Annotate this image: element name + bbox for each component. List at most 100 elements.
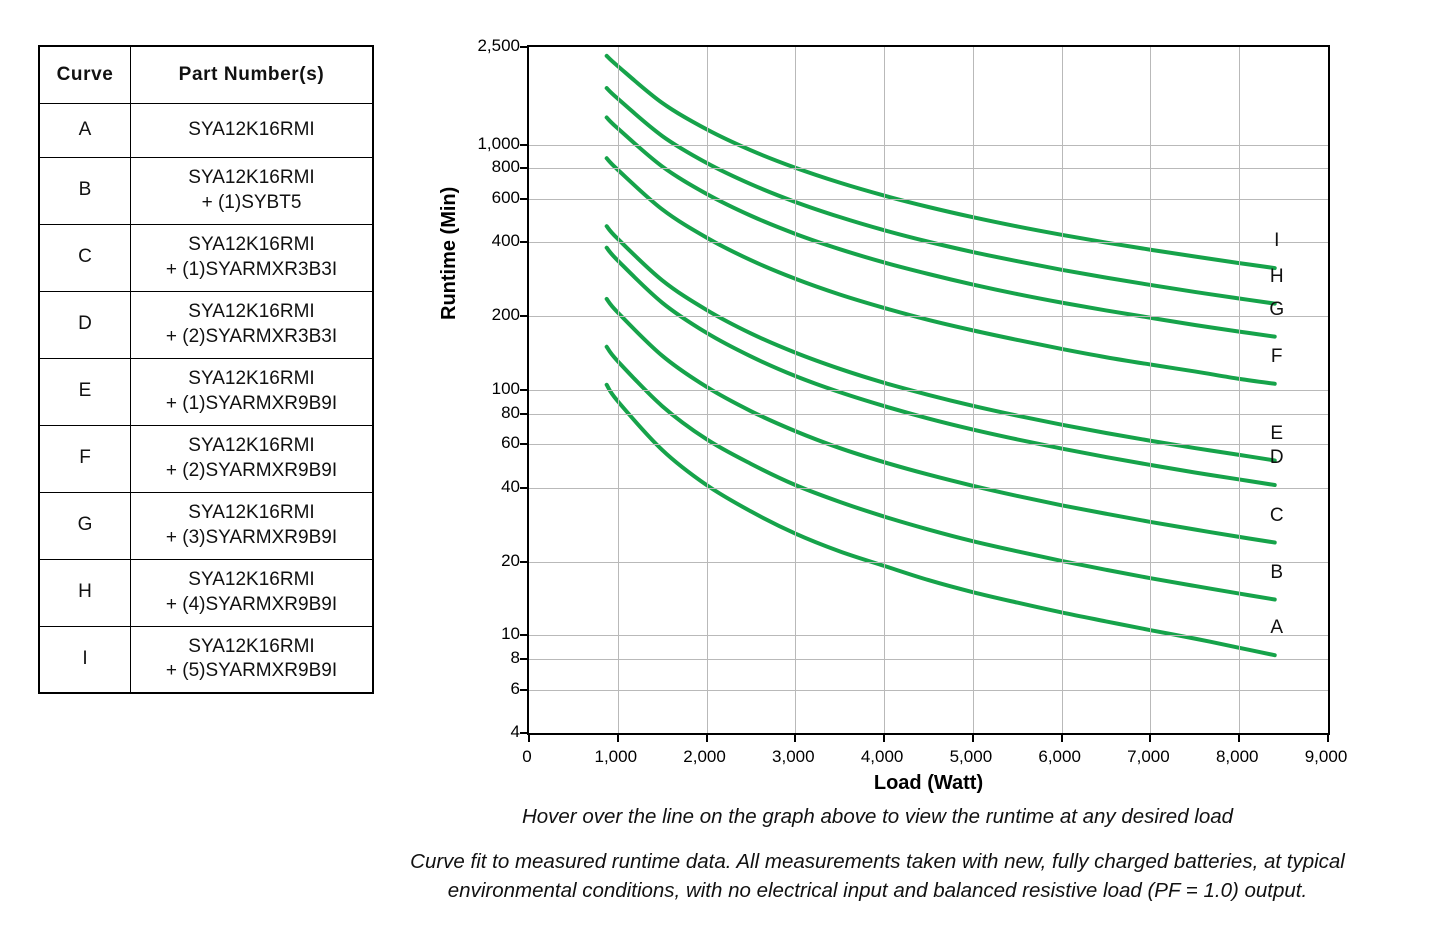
curve-lines-svg bbox=[604, 53, 1277, 658]
y-axis-tick bbox=[520, 560, 529, 563]
x-axis-tick-label: 3,000 bbox=[772, 747, 815, 766]
horizontal-gridline bbox=[529, 659, 1328, 661]
part-number-cell: SYA12K16RMI + (2)SYARMXR9B9I bbox=[130, 424, 374, 493]
curve-label-i: I bbox=[1274, 230, 1280, 252]
curve-label-f: F bbox=[1270, 345, 1283, 367]
runtime-curve-h[interactable] bbox=[604, 86, 1277, 306]
y-axis-tick bbox=[520, 688, 529, 691]
part-number-line: SYA12K16RMI bbox=[188, 569, 315, 591]
runtime-curve-c[interactable] bbox=[604, 296, 1277, 545]
table-row: C SYA12K16RMI + (1)SYARMXR3B3I bbox=[38, 223, 374, 292]
plot-area bbox=[520, 45, 1330, 742]
x-axis-tick bbox=[794, 733, 797, 742]
curve-letter-cell: H bbox=[38, 558, 131, 627]
curve-letter-cell: F bbox=[38, 424, 131, 493]
y-axis-tick-label: 200 bbox=[491, 305, 520, 325]
y-axis-tick bbox=[520, 412, 529, 415]
curve-part-number-table: Curve Part Number(s) A SYA12K16RMI B SYA12K… bbox=[38, 45, 374, 694]
runtime-curve-i[interactable] bbox=[604, 53, 1277, 271]
part-number-line: SYA12K16RMI bbox=[188, 368, 315, 390]
horizontal-gridline bbox=[529, 689, 1328, 691]
x-axis-tick bbox=[528, 733, 530, 742]
vertical-gridline bbox=[972, 47, 974, 733]
curve-label-e: E bbox=[1270, 422, 1284, 444]
legend-header-curve: Curve bbox=[38, 45, 131, 104]
horizontal-gridline bbox=[529, 561, 1328, 563]
y-axis-tick-label: 800 bbox=[491, 157, 520, 177]
x-axis-tick-label: 9,000 bbox=[1304, 747, 1348, 766]
horizontal-gridline bbox=[529, 487, 1328, 489]
part-number-cell: SYA12K16RMI + (1)SYARMXR9B9I bbox=[130, 357, 374, 426]
vertical-gridline bbox=[1061, 47, 1063, 733]
y-axis-tick bbox=[520, 315, 529, 318]
y-axis-tick-label: 2,500 bbox=[477, 36, 520, 55]
part-number-line: + (2)SYARMXR3B3I bbox=[165, 325, 338, 347]
runtime-curve-g[interactable] bbox=[604, 115, 1277, 339]
y-axis-tick bbox=[520, 198, 529, 201]
curve-letter-cell: G bbox=[38, 491, 131, 560]
y-axis-tick-label: 40 bbox=[501, 476, 520, 496]
runtime-curve-f[interactable] bbox=[604, 156, 1277, 386]
note-line-2: environmental conditions, with no electr… bbox=[447, 879, 1308, 903]
x-axis-tick bbox=[616, 733, 619, 742]
curve-letter-cell: D bbox=[38, 290, 131, 359]
vertical-gridline bbox=[1150, 47, 1152, 733]
x-axis-tick bbox=[1149, 733, 1152, 742]
table-row: D SYA12K16RMI + (2)SYARMXR3B3I bbox=[38, 290, 374, 359]
curve-label-a: A bbox=[1270, 617, 1284, 639]
vertical-gridline bbox=[795, 47, 797, 733]
runtime-curve-e[interactable] bbox=[604, 224, 1277, 463]
runtime-curve-d[interactable] bbox=[604, 245, 1277, 488]
part-number-cell: SYA12K16RMI + (4)SYARMXR9B9I bbox=[130, 558, 374, 627]
y-axis-tick-label: 1,000 bbox=[477, 133, 520, 153]
part-number-cell: SYA12K16RMI + (1)SYARMXR3B3I bbox=[130, 223, 374, 292]
curve-label-h: H bbox=[1269, 265, 1284, 287]
part-number-line: SYA12K16RMI bbox=[188, 234, 315, 256]
x-axis-tick-labels: 0 1,000 2,000 3,000 4,000 5,000 6,000 7,000 8,00… bbox=[522, 747, 1347, 773]
part-number-line: SYA12K16RMI bbox=[188, 301, 315, 323]
table-row: B SYA12K16RMI + (1)SYBT5 bbox=[38, 156, 374, 225]
x-axis-tick-label: 0 bbox=[522, 747, 532, 766]
y-axis-tick bbox=[520, 143, 529, 146]
curve-letter-cell: A bbox=[38, 102, 131, 158]
y-axis-tick-label: 400 bbox=[491, 231, 520, 251]
x-axis-tick-label: 8,000 bbox=[1215, 747, 1259, 766]
curve-letter-cell: C bbox=[38, 223, 131, 292]
y-axis-tick bbox=[520, 658, 529, 661]
part-number-line: + (2)SYARMXR9B9I bbox=[165, 459, 338, 481]
curve-label-g: G bbox=[1269, 298, 1285, 320]
vertical-gridline bbox=[884, 47, 886, 733]
horizontal-gridline bbox=[529, 316, 1328, 318]
hover-hint-caption: Hover over the line on the graph above t… bbox=[521, 805, 1234, 828]
x-axis-tick-label: 7,000 bbox=[1127, 747, 1170, 766]
y-axis-tick bbox=[520, 443, 529, 446]
runtime-load-chart: Runtime (Min) 4 6 8 10 20 40 60 80 100 200 400 600 8… bbox=[430, 20, 1420, 810]
x-axis-tick-label: 1,000 bbox=[594, 747, 638, 766]
y-axis-tick bbox=[520, 167, 529, 170]
part-number-line: SYA12K16RMI bbox=[188, 502, 315, 524]
part-number-line: SYA12K16RMI bbox=[188, 635, 315, 657]
runtime-curve-a[interactable] bbox=[604, 382, 1277, 658]
table-row: F SYA12K16RMI + (2)SYARMXR9B9I bbox=[38, 424, 374, 493]
horizontal-gridline bbox=[529, 390, 1328, 391]
part-number-cell: SYA12K16RMI + (2)SYARMXR3B3I bbox=[130, 290, 374, 359]
legend-header-part: Part Number(s) bbox=[130, 45, 374, 104]
table-row: A SYA12K16RMI bbox=[38, 102, 374, 158]
runtime-curve-b[interactable] bbox=[604, 344, 1277, 602]
chart-captions: Hover over the line on the graph above t… bbox=[330, 805, 1425, 905]
curve-label-c: C bbox=[1269, 504, 1284, 526]
part-number-line: + (5)SYARMXR9B9I bbox=[165, 660, 338, 682]
horizontal-gridline bbox=[529, 144, 1328, 146]
part-number-line: + (3)SYARMXR9B9I bbox=[165, 526, 338, 548]
curve-letter-cell: I bbox=[38, 625, 131, 694]
part-number-line: + (1)SYARMXR9B9I bbox=[165, 392, 338, 414]
part-number-line: SYA12K16RMI bbox=[188, 118, 315, 140]
table-row: H SYA12K16RMI + (4)SYARMXR9B9I bbox=[38, 558, 374, 627]
horizontal-gridline bbox=[529, 444, 1328, 446]
horizontal-gridline bbox=[529, 168, 1328, 170]
part-number-cell: SYA12K16RMI + (3)SYARMXR9B9I bbox=[130, 491, 374, 560]
y-axis-tick bbox=[520, 486, 529, 489]
part-number-line: + (1)SYBT5 bbox=[201, 191, 302, 213]
part-number-line: SYA12K16RMI bbox=[188, 167, 315, 189]
